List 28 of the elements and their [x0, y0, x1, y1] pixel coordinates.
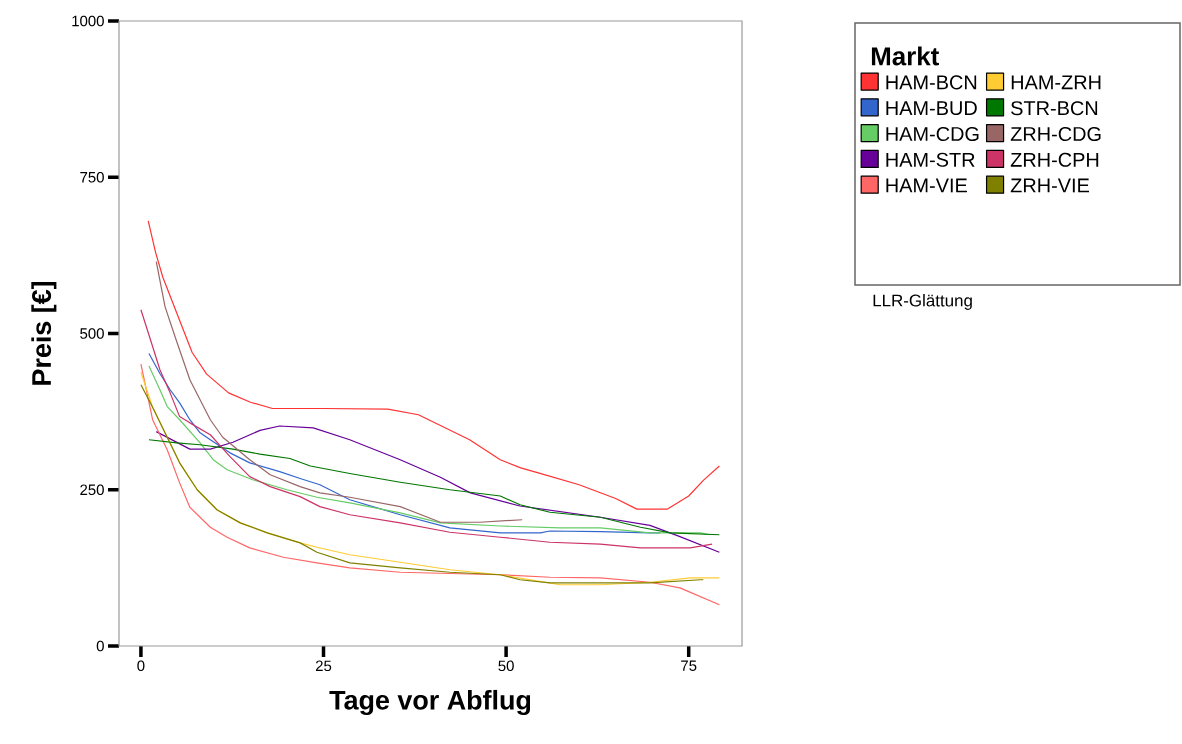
legend-label: ZRH-CDG	[1010, 126, 1101, 142]
x-axis-title: Tage vor Abflug	[329, 689, 531, 716]
legend-label: HAM-VIE	[886, 178, 967, 193]
text: LLR-Glättung	[873, 294, 972, 310]
legend-title: Markt	[871, 46, 939, 66]
legend-label: HAM-STR	[886, 152, 975, 167]
line-series	[155, 425, 720, 553]
legend-label: HAM-ZRH	[1011, 75, 1101, 90]
legend-label: STR-BCN	[1011, 101, 1098, 116]
y-tick-label: 1000	[72, 15, 104, 27]
legend-label: ZRH-VIE	[1010, 178, 1089, 193]
line-series	[140, 309, 713, 549]
legend-label: HAM-BCN	[886, 75, 977, 90]
legend-label: HAM-CDG	[886, 126, 979, 142]
x-tick-label: 75	[681, 660, 697, 671]
line-series	[148, 439, 720, 536]
y-tick-label: 500	[80, 328, 104, 339]
line-series	[155, 261, 523, 523]
x-tick-label: 0	[137, 660, 145, 672]
x-tick-label: 50	[498, 660, 514, 672]
y-tick-label: 250	[80, 484, 104, 496]
x-tick-label: 25	[315, 660, 332, 672]
y-tick-label: 0	[96, 640, 104, 652]
y-axis-title: Preis [€]	[31, 281, 57, 385]
legend-label: HAM-BUD	[886, 101, 977, 116]
legend-label: ZRH-CPH	[1010, 152, 1099, 167]
line-series	[147, 220, 720, 510]
y-tick-label: 750	[80, 171, 104, 183]
